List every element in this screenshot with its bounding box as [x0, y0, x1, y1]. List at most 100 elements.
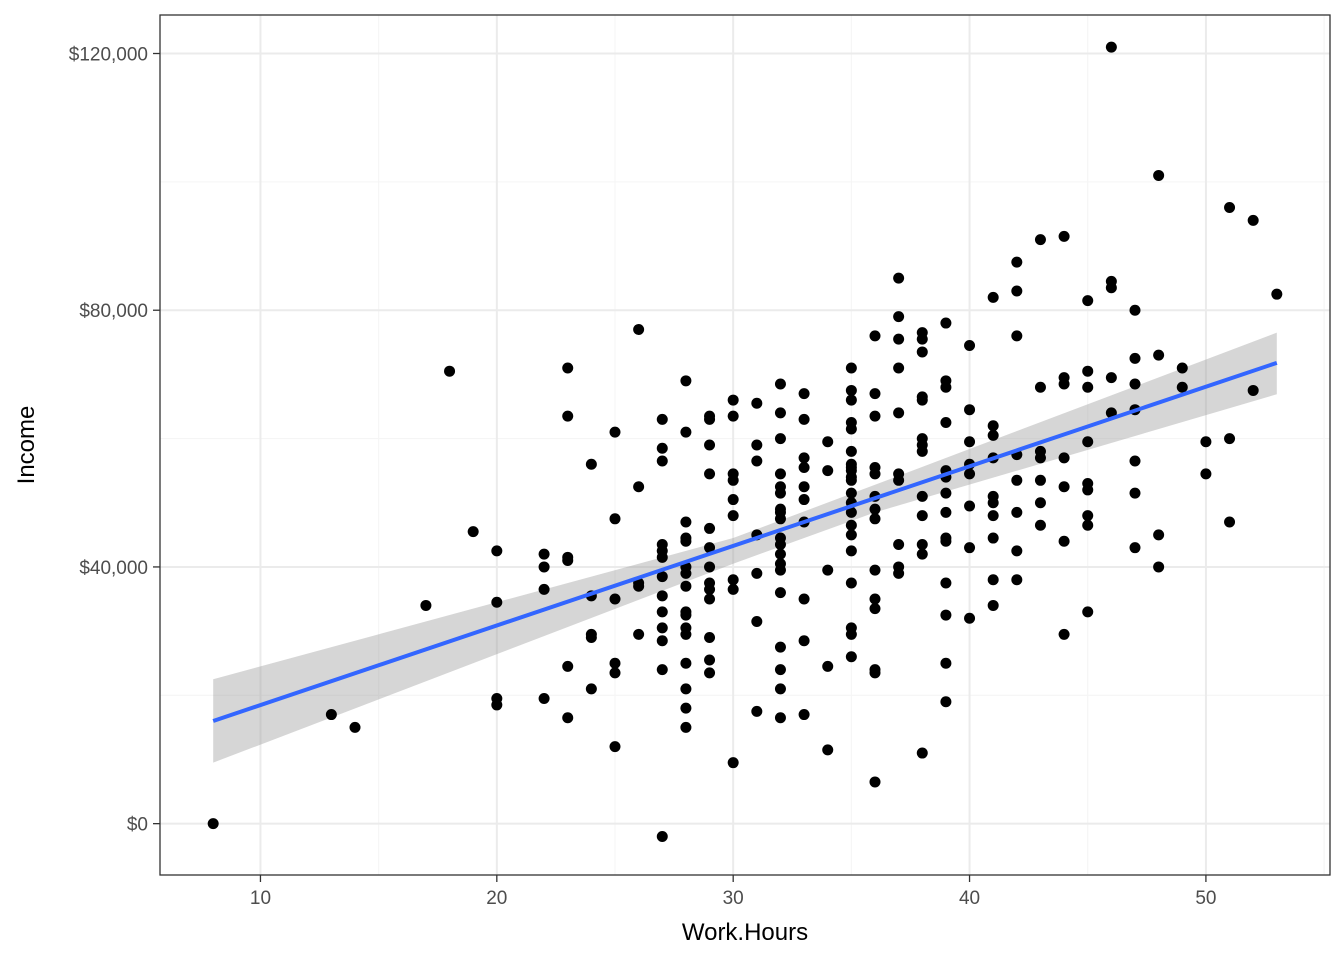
- data-point: [420, 599, 432, 611]
- data-point: [609, 513, 621, 525]
- data-point: [1082, 365, 1094, 377]
- data-point: [656, 830, 668, 842]
- x-axis-title: Work.Hours: [682, 919, 808, 946]
- data-point: [751, 567, 763, 579]
- panel-background: [160, 15, 1330, 875]
- data-point: [798, 635, 810, 647]
- data-point: [916, 445, 928, 457]
- data-point: [774, 407, 786, 419]
- data-point: [964, 404, 976, 416]
- data-point: [822, 564, 834, 576]
- data-point: [704, 439, 716, 451]
- data-point: [774, 564, 786, 576]
- data-point: [845, 545, 857, 557]
- data-point: [798, 452, 810, 464]
- data-point: [869, 388, 881, 400]
- data-point: [656, 413, 668, 425]
- confidence-ribbon: [213, 332, 1277, 763]
- data-point: [940, 317, 952, 329]
- data-point: [680, 375, 692, 387]
- data-point: [916, 548, 928, 560]
- data-point: [1129, 487, 1141, 499]
- data-point: [1058, 452, 1070, 464]
- data-point: [869, 330, 881, 342]
- data-point: [656, 571, 668, 583]
- regression-line: [212, 360, 1278, 723]
- data-point: [704, 632, 716, 644]
- data-point: [940, 535, 952, 547]
- data-point: [774, 664, 786, 676]
- data-point: [964, 340, 976, 352]
- data-point: [940, 657, 952, 669]
- data-point: [538, 583, 550, 595]
- y-tick-label: $80,000: [79, 301, 148, 322]
- data-point: [751, 397, 763, 409]
- data-point: [774, 468, 786, 480]
- data-point: [704, 468, 716, 480]
- data-point: [1200, 436, 1212, 448]
- data-point: [1129, 352, 1141, 364]
- x-tick-label: 10: [250, 888, 271, 909]
- data-point: [585, 683, 597, 695]
- data-point: [822, 660, 834, 672]
- data-point: [845, 506, 857, 518]
- data-point: [633, 580, 645, 592]
- data-point: [916, 747, 928, 759]
- data-point: [562, 362, 574, 374]
- data-point: [845, 487, 857, 499]
- data-point: [562, 410, 574, 422]
- data-point: [774, 548, 786, 560]
- data-point: [609, 593, 621, 605]
- data-point: [609, 741, 621, 753]
- data-point: [562, 555, 574, 567]
- data-point: [916, 510, 928, 522]
- data-point: [491, 699, 503, 711]
- data-point: [727, 583, 739, 595]
- data-point: [680, 609, 692, 621]
- data-point: [1224, 202, 1236, 214]
- data-point: [727, 394, 739, 406]
- data-point: [1129, 542, 1141, 554]
- x-axis: 10 20 30 40 50: [250, 875, 1216, 909]
- data-point: [774, 683, 786, 695]
- data-point: [916, 394, 928, 406]
- data-point: [774, 378, 786, 390]
- data-point: [1011, 330, 1023, 342]
- panel-border: [159, 14, 1331, 876]
- data-point: [751, 439, 763, 451]
- data-point: [964, 468, 976, 480]
- data-point: [1105, 41, 1117, 53]
- data-point: [774, 513, 786, 525]
- x-tick-label: 40: [959, 888, 980, 909]
- data-point: [987, 574, 999, 586]
- data-point: [680, 702, 692, 714]
- data-point: [1082, 510, 1094, 522]
- data-point: [751, 615, 763, 627]
- data-point: [893, 407, 905, 419]
- data-point: [822, 744, 834, 756]
- data-point: [940, 381, 952, 393]
- data-point: [1271, 288, 1283, 300]
- data-point: [680, 535, 692, 547]
- data-point: [1082, 436, 1094, 448]
- data-point: [538, 693, 550, 705]
- data-point: [987, 510, 999, 522]
- data-point: [893, 567, 905, 579]
- data-point: [656, 442, 668, 454]
- data-point: [562, 660, 574, 672]
- data-point: [987, 429, 999, 441]
- data-point: [727, 510, 739, 522]
- data-point: [704, 413, 716, 425]
- data-point: [751, 455, 763, 467]
- data-point: [325, 709, 337, 721]
- data-point: [916, 490, 928, 502]
- data-point: [893, 311, 905, 323]
- data-point: [774, 538, 786, 550]
- data-point: [774, 433, 786, 445]
- data-point: [1224, 433, 1236, 445]
- data-point: [609, 667, 621, 679]
- x-tick-label: 30: [723, 888, 744, 909]
- data-point: [727, 410, 739, 422]
- data-point: [1034, 381, 1046, 393]
- data-point: [704, 542, 716, 554]
